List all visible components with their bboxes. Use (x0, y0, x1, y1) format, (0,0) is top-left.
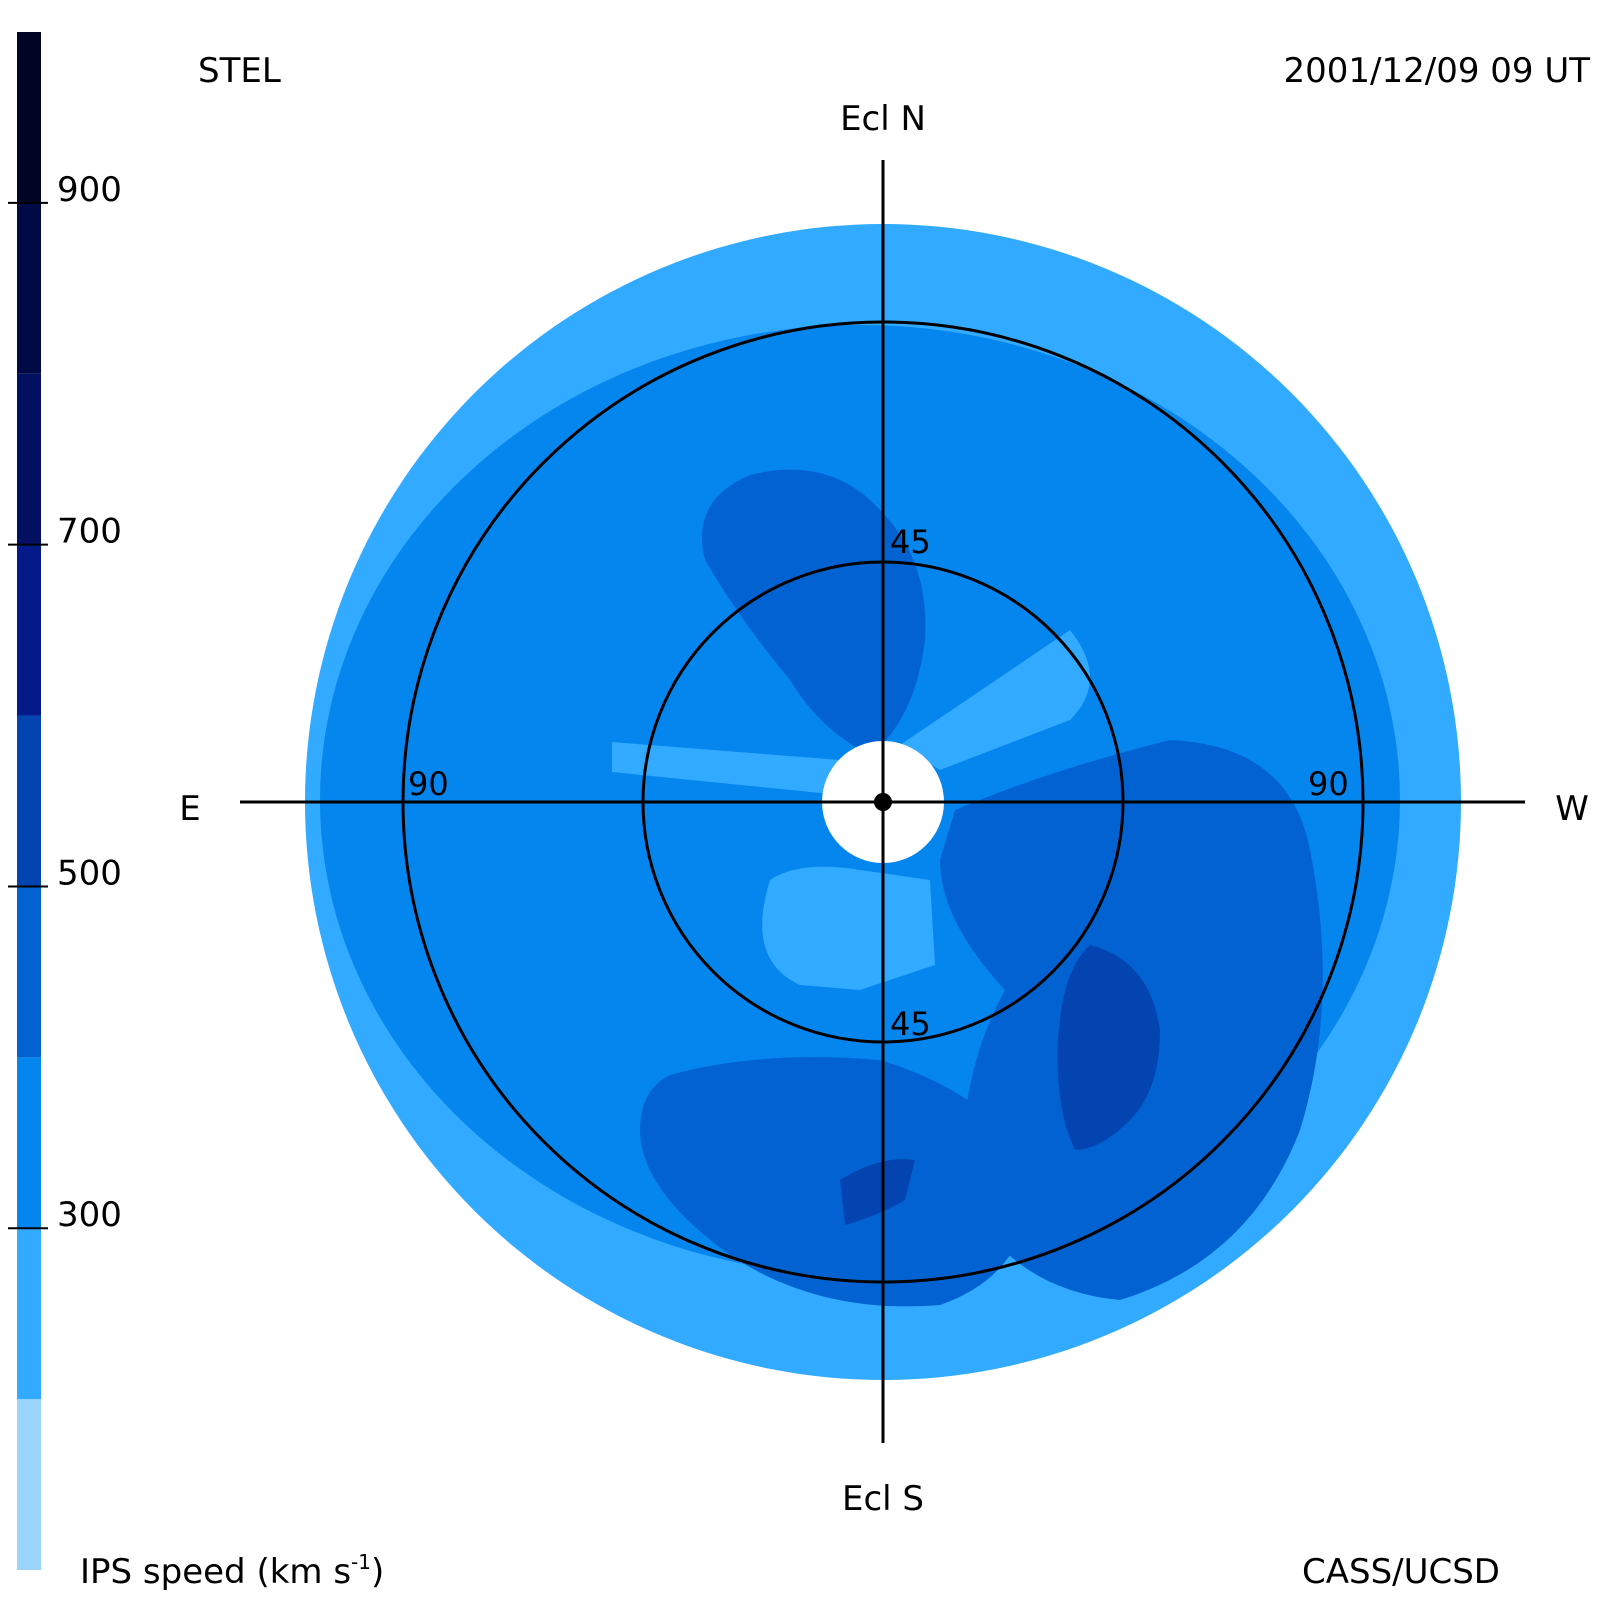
elongation-grid (240, 160, 1525, 1443)
colorbar-tick-label: 300 (57, 1195, 122, 1235)
colorbar-band (17, 715, 41, 887)
ring-label-45-north: 45 (890, 523, 931, 561)
colorbar-tick-label: 900 (57, 170, 122, 210)
colorbar-tick-label: 700 (57, 512, 122, 552)
ring-label-90-east: 90 (408, 765, 449, 803)
colorbar-band (17, 1057, 41, 1229)
core-region-bottom (840, 1159, 915, 1225)
colorbar-band (17, 202, 41, 374)
colorbar-band (17, 886, 41, 1058)
streak-region-e (612, 742, 840, 795)
streak-region-s (762, 866, 935, 990)
ring-label-45-south: 45 (890, 1005, 931, 1043)
lobe-region-bottom (640, 1057, 1031, 1307)
ring-label-90-west: 90 (1308, 765, 1349, 803)
observatory-label: STEL (198, 51, 281, 91)
colorbar-band (17, 373, 41, 545)
core-region-lower-right (1057, 945, 1160, 1150)
colorbar: 300 500 700 900 (8, 32, 122, 1570)
colorbar-band (17, 544, 41, 716)
streak-region-ne (900, 630, 1090, 770)
colorbar-band (17, 32, 41, 203)
compass-east-label: E (179, 789, 200, 829)
lobe-region-upper-left (702, 469, 926, 755)
colorbar-tick-label: 500 (57, 853, 122, 893)
colorbar-title: IPS speed (km s-1) (80, 1550, 384, 1592)
colorbar-band (17, 1228, 41, 1400)
compass-north-label: Ecl N (840, 99, 926, 139)
colorbar-band (17, 1399, 41, 1570)
credit-label: CASS/UCSD (1302, 1552, 1500, 1592)
timestamp-label: 2001/12/09 09 UT (1284, 51, 1591, 91)
compass-south-label: Ecl S (842, 1479, 924, 1519)
compass-west-label: W (1555, 789, 1589, 829)
